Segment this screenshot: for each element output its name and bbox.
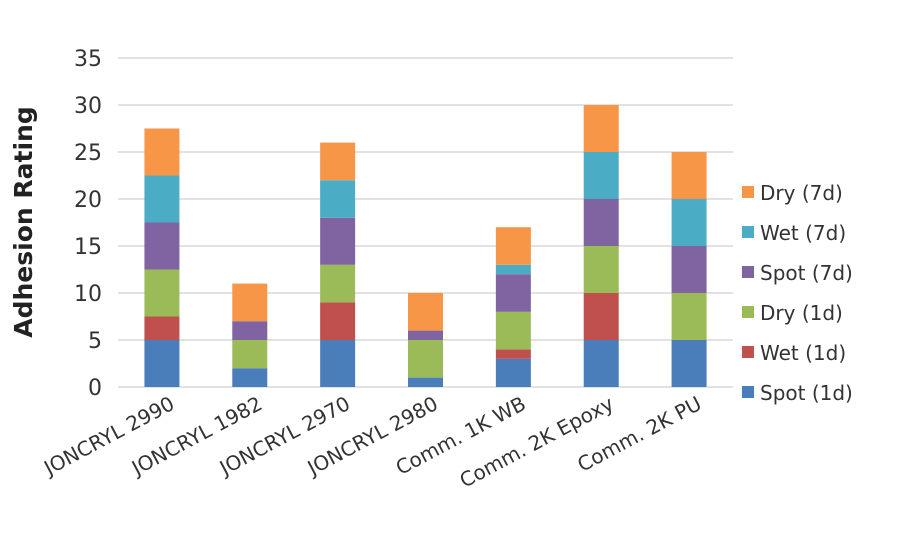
y-tick-label: 15	[74, 235, 102, 260]
bar-segment-dry-7d	[232, 283, 268, 322]
bar-segment-spot-7d	[671, 246, 707, 293]
legend-label: Spot (7d)	[760, 261, 853, 285]
legend-label: Wet (7d)	[760, 221, 846, 245]
bar-segment-wet-7d	[583, 152, 619, 199]
bar-segment-dry-7d	[671, 152, 707, 199]
legend-swatch	[742, 186, 754, 198]
bar-segment-spot-7d	[408, 330, 443, 340]
y-tick-label: 10	[74, 282, 102, 307]
bar-segment-wet-1d	[144, 316, 180, 340]
bar-segment-spot-1d	[408, 377, 443, 387]
legend-label: Spot (1d)	[760, 381, 853, 405]
bar-segment-spot-1d	[144, 340, 180, 387]
bar-segment-dry-1d	[144, 269, 180, 317]
bar-segment-wet-7d	[671, 199, 707, 246]
legend-label: Dry (1d)	[760, 301, 843, 325]
legend-swatch	[742, 346, 754, 358]
legend: Dry (7d) Wet (7d) Spot (7d) Dry (1d) Wet (1d…	[742, 181, 853, 405]
bar-segment-dry-1d	[671, 293, 707, 340]
bar-segment-wet-1d	[320, 302, 356, 340]
bar-segment-spot-1d	[232, 368, 268, 387]
bar-segment-spot-7d	[144, 222, 180, 270]
bar-segment-dry-1d	[583, 246, 619, 293]
bar-segment-spot-7d	[232, 321, 268, 340]
y-tick-label: 0	[88, 376, 102, 401]
legend-label: Dry (7d)	[760, 181, 843, 205]
y-tick-label: 25	[74, 141, 102, 166]
bar-segment-spot-1d	[671, 340, 707, 387]
y-tick-label: 20	[74, 188, 102, 213]
bar-segment-wet-1d	[583, 293, 619, 340]
x-tick-label: Comm. 2K Epoxy	[456, 391, 618, 492]
bar-segment-dry-1d	[232, 340, 268, 369]
y-tick-label: 35	[74, 47, 102, 72]
y-tick-labels: 0 5 10 15 20 25 30 35	[74, 47, 102, 401]
bar-segment-wet-7d	[144, 175, 180, 223]
legend-label: Wet (1d)	[760, 341, 846, 365]
bar-segment-wet-7d	[495, 264, 531, 275]
bar-segment-wet-1d	[495, 349, 531, 359]
bar-segment-spot-1d	[583, 340, 619, 387]
bar-segment-dry-1d	[408, 340, 443, 378]
bar-segment-dry-7d	[583, 105, 619, 152]
bar-segment-wet-7d	[320, 180, 356, 218]
bar-segment-spot-7d	[495, 274, 531, 312]
bar-segment-dry-7d	[408, 293, 443, 331]
y-axis-title: Adhesion Rating	[9, 106, 38, 337]
y-tick-label: 30	[74, 94, 102, 119]
legend-swatch	[742, 386, 754, 398]
bars	[144, 105, 707, 387]
bar-segment-spot-7d	[320, 217, 356, 265]
bar-segment-spot-7d	[583, 199, 619, 246]
bar-segment-dry-1d	[495, 311, 531, 350]
legend-swatch	[742, 226, 754, 238]
bar-segment-dry-7d	[144, 128, 180, 176]
bar-segment-dry-7d	[320, 142, 356, 181]
bar-segment-dry-1d	[320, 264, 356, 303]
bar-segment-dry-7d	[495, 227, 531, 265]
legend-swatch	[742, 306, 754, 318]
bar-segment-spot-1d	[320, 340, 356, 387]
bar-segment-spot-1d	[495, 358, 531, 387]
y-tick-label: 5	[88, 329, 102, 354]
legend-swatch	[742, 266, 754, 278]
